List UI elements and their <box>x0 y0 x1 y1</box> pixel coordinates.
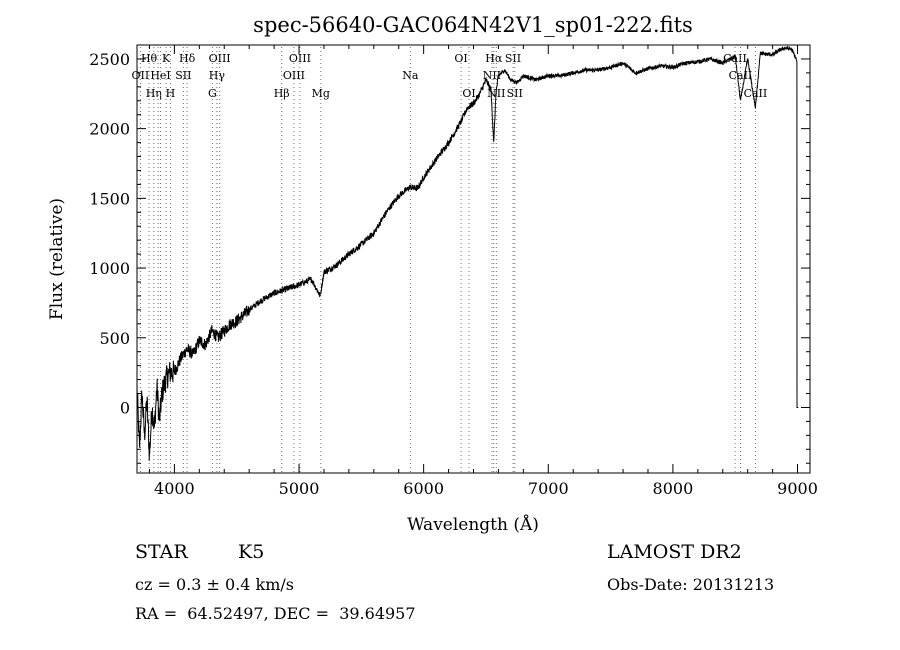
y-tick-label: 1500 <box>89 189 130 208</box>
spectral-line-label: G <box>208 87 217 100</box>
spectral-line-label: NII <box>483 69 501 82</box>
spectral-line-label: OI <box>454 52 467 65</box>
spectral-line-label: OIII <box>209 52 231 65</box>
survey-name: LAMOST DR2 <box>607 541 742 563</box>
spectral-line-label: OII <box>132 69 150 82</box>
y-tick-label: 2500 <box>89 50 130 69</box>
spectral-line-label: OIII <box>283 69 305 82</box>
spectral-line-label: CaII <box>729 69 753 82</box>
spectral-line-label: K <box>162 52 171 65</box>
y-axis: 0 500 1000 1500 2000 2500 <box>89 50 810 464</box>
coordinates: RA = 64.52497, DEC = 39.64957 <box>135 604 416 623</box>
spectral-line-label: Hα <box>485 52 503 65</box>
spectrum-series-line <box>136 45 799 461</box>
spectral-line-label: OI <box>462 87 475 100</box>
y-tick-label: 500 <box>99 329 130 348</box>
spectral-line-label: CaII <box>744 87 768 100</box>
obs-date: Obs-Date: 20131213 <box>607 575 775 594</box>
object-subclass: K5 <box>238 541 265 563</box>
spectral-line-label: Hδ <box>179 52 196 65</box>
redshift-line: cz = 0.3 ± 0.4 km/s <box>135 575 294 594</box>
x-tick-label: 5000 <box>279 479 320 498</box>
spectral-line-label: Hη <box>146 87 162 100</box>
spectral-line-label: Hγ <box>209 69 226 82</box>
object-class: STAR <box>135 541 188 563</box>
x-tick-label: 4000 <box>154 479 195 498</box>
plot-frame <box>136 44 811 474</box>
spectral-line-label: SII <box>507 87 523 100</box>
chart-title: spec-56640-GAC064N42V1_sp01-222.fits <box>253 13 693 37</box>
spectral-line-label: Mg <box>312 87 330 100</box>
spectral-line-label: CaII <box>723 52 747 65</box>
spectral-line-label: OIII <box>289 52 311 65</box>
x-tick-label: 9000 <box>777 479 818 498</box>
spectral-line-label: Na <box>402 69 419 82</box>
y-tick-label: 1000 <box>89 259 130 278</box>
y-tick-label: 0 <box>120 398 130 417</box>
spectral-line-label: HeI <box>150 69 170 82</box>
y-tick-label: 2000 <box>89 120 130 139</box>
x-tick-label: 7000 <box>528 479 569 498</box>
y-axis-label: Flux (relative) <box>47 198 67 320</box>
spectral-line-label: SII <box>505 52 521 65</box>
spectral-line-label: Hβ <box>274 87 290 100</box>
spectral-line-markers: OIIHθHηHeIKHSIIHδGHγOIIIHβOIIIOIIIMgNaOI… <box>132 47 768 473</box>
x-tick-label: 6000 <box>403 479 444 498</box>
x-axis: 4000 5000 6000 7000 8000 9000 <box>148 45 818 498</box>
x-axis-label: Wavelength (Å) <box>407 514 539 535</box>
spectral-line-label: SII <box>175 69 191 82</box>
spectral-line-label: H <box>166 87 176 100</box>
x-tick-label: 8000 <box>653 479 694 498</box>
